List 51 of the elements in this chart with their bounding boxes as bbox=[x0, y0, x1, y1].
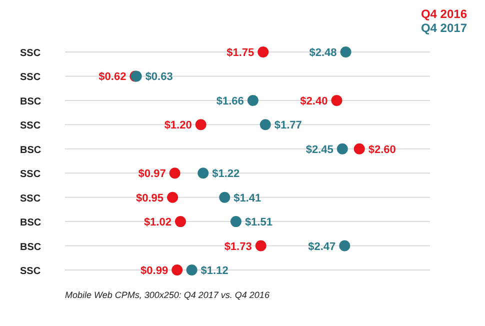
data-label: $2.47 bbox=[308, 240, 336, 253]
data-label: $1.73 bbox=[224, 240, 252, 253]
data-label: $1.66 bbox=[216, 95, 244, 108]
data-label: $0.63 bbox=[145, 71, 173, 84]
y-tick-label: SSC bbox=[20, 120, 41, 132]
point bbox=[169, 168, 180, 179]
data-label: $1.77 bbox=[274, 120, 302, 132]
data-label: $2.48 bbox=[309, 47, 337, 59]
point bbox=[336, 143, 348, 154]
y-tick-label: BSC bbox=[20, 242, 42, 253]
point bbox=[167, 192, 178, 203]
data-label: $1.02 bbox=[144, 216, 172, 229]
point bbox=[247, 94, 258, 106]
text: Mobile Web CPMs, 300x250: Q4 2017 vs. Q4 2016 bbox=[65, 290, 270, 300]
y-tick-label: SSC bbox=[20, 169, 41, 180]
point bbox=[255, 240, 266, 252]
data-label: $1.51 bbox=[244, 216, 272, 229]
y-tick-label: SSC bbox=[20, 193, 41, 204]
data-label: $1.75 bbox=[226, 47, 254, 59]
point bbox=[219, 192, 230, 203]
data-label: $2.40 bbox=[300, 95, 328, 108]
data-label: $1.22 bbox=[212, 168, 240, 180]
data-label: $0.95 bbox=[136, 192, 164, 204]
point bbox=[172, 264, 183, 276]
point bbox=[340, 46, 352, 58]
data-label: $1.20 bbox=[164, 120, 192, 132]
data-label: $1.12 bbox=[200, 265, 228, 277]
data-label: $0.99 bbox=[140, 265, 168, 277]
point bbox=[174, 216, 186, 228]
data-label: $1.41 bbox=[234, 192, 262, 204]
data-label: $0.62 bbox=[98, 71, 126, 84]
y-tick-label: SSC bbox=[20, 266, 41, 277]
point bbox=[354, 143, 365, 154]
data-label: $0.97 bbox=[138, 168, 166, 180]
y-tick-label: SSC bbox=[20, 48, 41, 59]
point bbox=[230, 216, 242, 228]
point bbox=[195, 119, 206, 130]
point bbox=[339, 240, 350, 252]
y-tick-label: BSC bbox=[20, 218, 42, 229]
text: Q4 2017 bbox=[420, 21, 468, 35]
point bbox=[260, 119, 271, 130]
data-label: $2.60 bbox=[368, 144, 396, 156]
point bbox=[258, 46, 269, 58]
point bbox=[198, 168, 209, 179]
text: Q4 2016 bbox=[420, 7, 468, 21]
y-tick-label: BSC bbox=[20, 144, 42, 156]
y-tick-label: BSC bbox=[20, 96, 42, 108]
point bbox=[331, 94, 342, 106]
y-tick-label: SSC bbox=[20, 72, 41, 84]
point bbox=[186, 264, 198, 276]
data-label: $2.45 bbox=[306, 144, 334, 156]
